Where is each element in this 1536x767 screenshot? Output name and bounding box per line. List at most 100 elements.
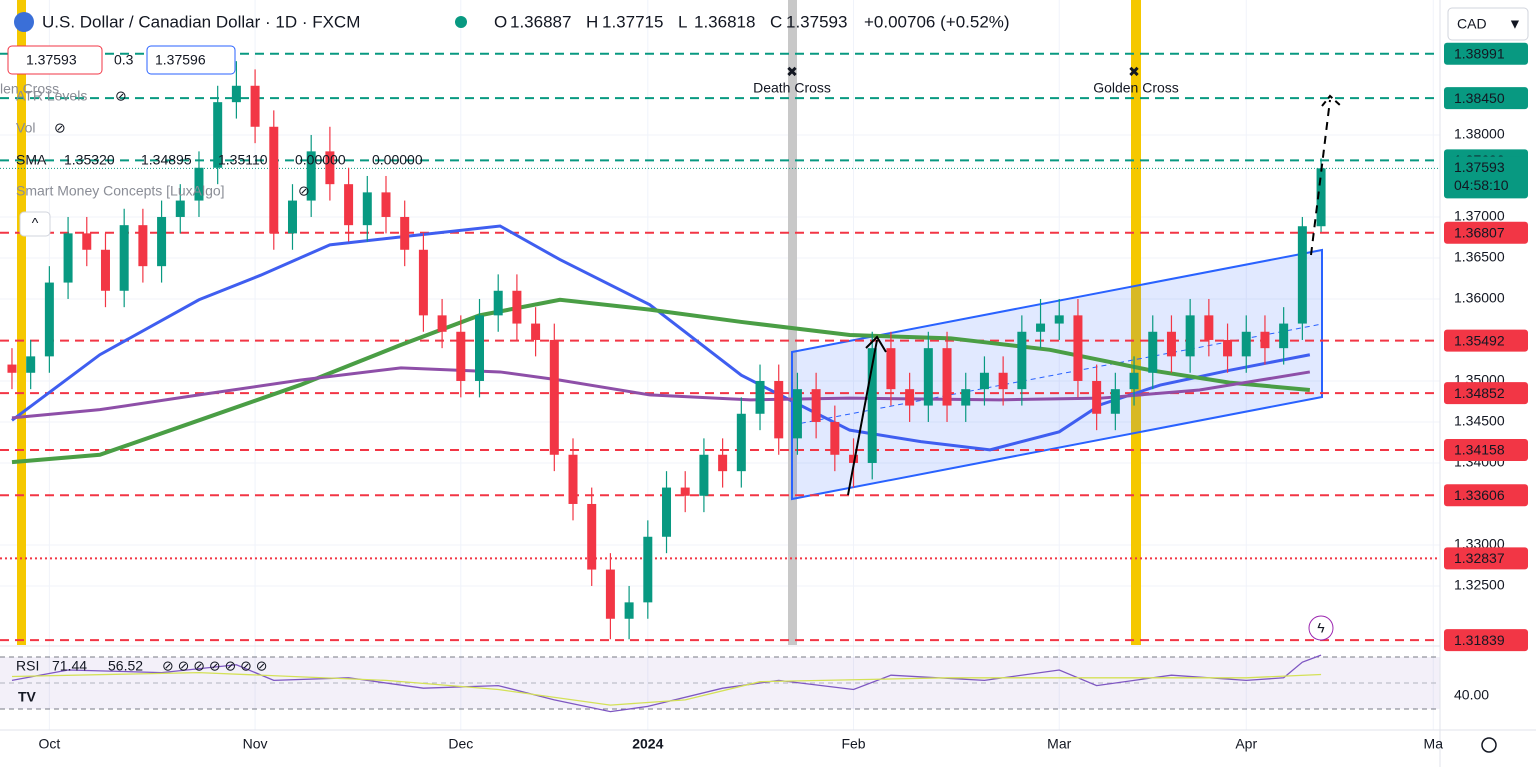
candle-body: [643, 536, 653, 603]
y-tick-label: 1.36000: [1454, 290, 1505, 306]
level-tag: [1444, 382, 1528, 405]
candle-body: [175, 200, 185, 217]
candle-body: [905, 389, 915, 406]
candle-body: [44, 282, 54, 357]
hidden-icon[interactable]: ⊘: [115, 88, 127, 104]
flag-icon: [14, 12, 34, 32]
level-tag: [1444, 221, 1528, 244]
candle-body: [1260, 331, 1270, 349]
axis: 1.380001.370001.365001.360001.350001.345…: [38, 42, 1528, 752]
y-tick-label: 1.37000: [1454, 208, 1505, 224]
candle-body: [1185, 315, 1195, 357]
candle-body: [1017, 331, 1027, 390]
line-series: [11, 671, 1322, 706]
level-label: 1.33606: [1454, 487, 1505, 503]
candle-body: [1148, 331, 1158, 373]
dropdown-icon[interactable]: ▼: [1508, 16, 1522, 32]
collapse-button[interactable]: [19, 211, 51, 237]
currency-button[interactable]: [1447, 7, 1529, 41]
x-tick-label: Ma: [1424, 736, 1444, 752]
buy-price[interactable]: 1.37596: [155, 52, 206, 68]
candle-body: [100, 249, 110, 291]
ohlc-value: 1.37715: [602, 12, 663, 31]
ohlc-key: O: [494, 12, 507, 31]
candle-body: [774, 380, 784, 439]
status-dot: [455, 16, 467, 28]
event-label: Death Cross: [753, 80, 831, 96]
candle-body: [849, 454, 859, 463]
level-tag: [1444, 547, 1528, 570]
alert-glyph[interactable]: ϟ: [1317, 620, 1325, 636]
candle-body: [157, 216, 167, 267]
candle-body: [325, 151, 335, 185]
rsi-plot: [11, 654, 1322, 713]
candle-body: [119, 225, 129, 291]
countdown: 04:58:10: [1454, 177, 1509, 193]
candle-body: [961, 389, 971, 406]
candle-body: [662, 487, 672, 537]
candle-body: [979, 372, 989, 390]
golden-cross-band: [17, 0, 26, 645]
candle-body: [605, 569, 615, 619]
candle-body: [1092, 380, 1102, 414]
indicator-label: len Cross: [0, 81, 59, 97]
currency[interactable]: CAD: [1457, 16, 1487, 32]
candle-body: [1036, 323, 1046, 332]
x-tick-label: Mar: [1047, 736, 1071, 752]
level-label: 1.34158: [1454, 442, 1505, 458]
collapse-icon[interactable]: ^: [32, 215, 39, 231]
settings-icon[interactable]: [1481, 737, 1497, 753]
candle-body: [1204, 315, 1214, 340]
event-marker: ✖: [1128, 64, 1140, 80]
sma-values: 1.35320 1.34895 1.35110 0.00000 0.00000: [64, 152, 423, 168]
hidden-icon[interactable]: ⊘: [298, 183, 310, 199]
candle-body: [475, 315, 485, 381]
sma-value: 1.35110: [218, 152, 268, 168]
level-label: 1.32837: [1454, 550, 1505, 566]
candle-body: [231, 85, 241, 103]
ohlc-key: C: [770, 12, 782, 31]
ohlc-value: 1.36887: [510, 12, 571, 31]
candle-body: [792, 389, 802, 439]
hidden-icon[interactable]: ⊘: [54, 120, 66, 136]
buy-box[interactable]: [146, 45, 236, 75]
rsi-extra: ⊘ ⊘ ⊘ ⊘ ⊘ ⊘ ⊘: [162, 658, 267, 674]
death-cross-band: [788, 0, 797, 645]
level-tag: [1444, 439, 1528, 462]
sma-value: 1.35320: [64, 152, 115, 168]
y-tick-label: 1.34500: [1454, 413, 1505, 429]
alert-icon[interactable]: [1308, 615, 1334, 641]
candle-body: [1110, 389, 1120, 414]
x-tick-label: Nov: [243, 736, 268, 752]
candle-body: [138, 225, 148, 267]
candle-body: [1073, 315, 1083, 381]
level-tag: [1444, 87, 1528, 110]
sma-value: 0.00000: [295, 152, 346, 168]
candle-body: [699, 454, 709, 496]
symbol-title: U.S. Dollar / Canadian Dollar · 1D · FXC…: [42, 12, 360, 31]
line-series: [11, 366, 1311, 420]
level-tag: [1444, 484, 1528, 507]
indicator-label: Smart Money Concepts [LuxAlgo]: [16, 183, 225, 199]
candle-body: [250, 85, 260, 127]
candle-body: [194, 167, 204, 201]
candle-body: [400, 216, 410, 250]
arrow-head: [865, 335, 887, 353]
levels: [0, 52, 1440, 642]
candle-body: [26, 356, 36, 373]
candle-body: [736, 413, 746, 472]
candle-body: [923, 348, 933, 406]
ohlc-key: L: [678, 12, 687, 31]
logo: TV: [18, 689, 37, 705]
candle-body: [942, 348, 952, 406]
sell-box[interactable]: [7, 45, 103, 75]
arrow-head: [1321, 94, 1342, 107]
sell-price[interactable]: 1.37593: [26, 52, 77, 68]
candle-body: [82, 233, 92, 250]
indicator-label: Vol: [16, 120, 35, 136]
y-tick-label: 1.32500: [1454, 577, 1505, 593]
candle-body: [306, 151, 316, 201]
candle-body: [437, 315, 447, 332]
candle-body: [456, 331, 466, 381]
